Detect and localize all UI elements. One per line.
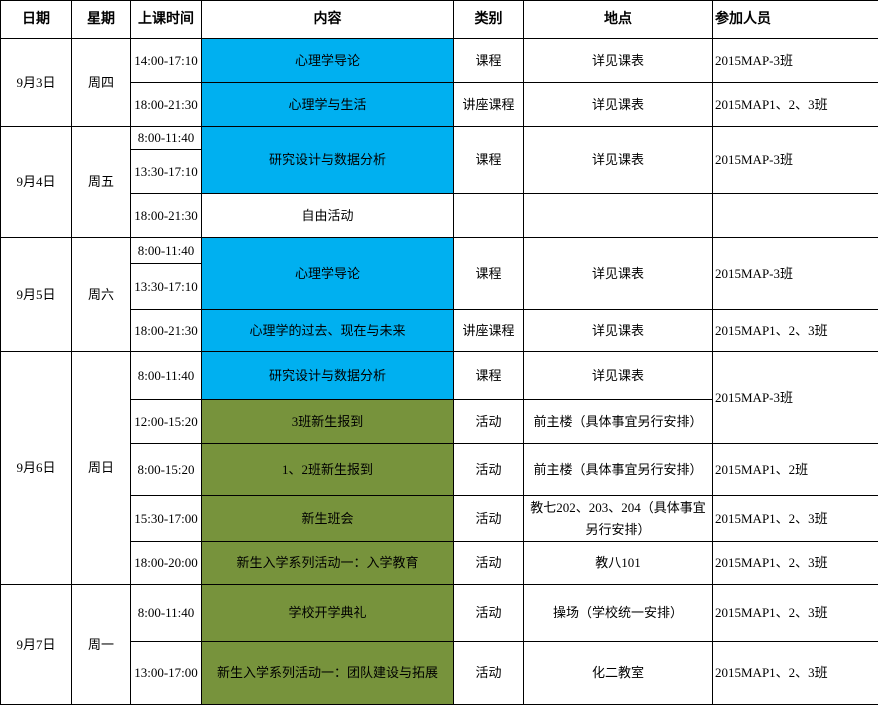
time-cell: 8:00-11:40 [131, 238, 202, 264]
time-cell: 18:00-21:30 [131, 83, 202, 127]
type-cell: 课程 [454, 39, 524, 83]
header-type: 类别 [454, 1, 524, 39]
time-cell: 13:30-17:10 [131, 264, 202, 310]
date-cell: 9月7日 [1, 585, 72, 705]
content-cell: 3班新生报到 [202, 400, 454, 444]
content-cell: 心理学的过去、现在与未来 [202, 310, 454, 352]
content-cell: 心理学导论 [202, 39, 454, 83]
people-cell: 2015MAP-3班 [713, 352, 878, 444]
people-cell: 2015MAP1、2、3班 [713, 83, 878, 127]
weekday-cell: 周日 [72, 352, 131, 585]
time-cell: 13:30-17:10 [131, 150, 202, 194]
date-cell: 9月4日 [1, 127, 72, 238]
weekday-cell: 周一 [72, 585, 131, 705]
people-cell: 2015MAP1、2、3班 [713, 310, 878, 352]
type-cell: 课程 [454, 127, 524, 194]
weekday-cell: 周四 [72, 39, 131, 127]
header-weekday: 星期 [72, 1, 131, 39]
type-cell: 课程 [454, 238, 524, 310]
type-cell: 活动 [454, 542, 524, 585]
time-cell: 8:00-11:40 [131, 352, 202, 400]
place-cell: 教八101 [524, 542, 713, 585]
header-row: 日期 星期 上课时间 内容 类别 地点 参加人员 [1, 1, 878, 39]
place-cell: 前主楼（具体事宜另行安排） [524, 400, 713, 444]
time-cell: 18:00-21:30 [131, 194, 202, 238]
people-cell: 2015MAP-3班 [713, 238, 878, 310]
place-cell [524, 194, 713, 238]
date-cell: 9月3日 [1, 39, 72, 127]
people-cell: 2015MAP-3班 [713, 39, 878, 83]
time-cell: 8:00-11:40 [131, 585, 202, 642]
weekday-cell: 周五 [72, 127, 131, 238]
place-cell: 详见课表 [524, 310, 713, 352]
content-cell: 自由活动 [202, 194, 454, 238]
time-cell: 12:00-15:20 [131, 400, 202, 444]
time-cell: 8:00-11:40 [131, 127, 202, 150]
time-cell: 15:30-17:00 [131, 496, 202, 542]
place-cell: 操场（学校统一安排） [524, 585, 713, 642]
content-cell: 新生班会 [202, 496, 454, 542]
content-cell: 学校开学典礼 [202, 585, 454, 642]
people-cell: 2015MAP1、2班 [713, 444, 878, 496]
place-cell: 化二教室 [524, 642, 713, 705]
people-cell: 2015MAP1、2、3班 [713, 542, 878, 585]
content-cell: 心理学导论 [202, 238, 454, 310]
people-cell: 2015MAP1、2、3班 [713, 496, 878, 542]
content-cell: 1、2班新生报到 [202, 444, 454, 496]
type-cell: 活动 [454, 585, 524, 642]
people-cell [713, 194, 878, 238]
place-cell: 详见课表 [524, 39, 713, 83]
header-content: 内容 [202, 1, 454, 39]
header-place: 地点 [524, 1, 713, 39]
people-cell: 2015MAP1、2、3班 [713, 585, 878, 642]
place-cell: 教七202、203、204（具体事宜另行安排） [524, 496, 713, 542]
type-cell: 活动 [454, 444, 524, 496]
date-cell: 9月5日 [1, 238, 72, 352]
content-cell: 新生入学系列活动一：入学教育 [202, 542, 454, 585]
place-cell: 详见课表 [524, 83, 713, 127]
place-cell: 详见课表 [524, 127, 713, 194]
header-time: 上课时间 [131, 1, 202, 39]
type-cell: 活动 [454, 496, 524, 542]
date-cell: 9月6日 [1, 352, 72, 585]
place-cell: 详见课表 [524, 352, 713, 400]
weekday-cell: 周六 [72, 238, 131, 352]
people-cell: 2015MAP-3班 [713, 127, 878, 194]
time-cell: 18:00-21:30 [131, 310, 202, 352]
people-cell: 2015MAP1、2、3班 [713, 642, 878, 705]
type-cell: 活动 [454, 642, 524, 705]
time-cell: 13:00-17:00 [131, 642, 202, 705]
place-cell: 前主楼（具体事宜另行安排） [524, 444, 713, 496]
type-cell: 课程 [454, 352, 524, 400]
time-cell: 8:00-15:20 [131, 444, 202, 496]
content-cell: 研究设计与数据分析 [202, 127, 454, 194]
content-cell: 研究设计与数据分析 [202, 352, 454, 400]
content-cell: 新生入学系列活动一：团队建设与拓展 [202, 642, 454, 705]
content-cell: 心理学与生活 [202, 83, 454, 127]
place-cell: 详见课表 [524, 238, 713, 310]
type-cell: 讲座课程 [454, 83, 524, 127]
header-people: 参加人员 [713, 1, 878, 39]
time-cell: 14:00-17:10 [131, 39, 202, 83]
type-cell [454, 194, 524, 238]
type-cell: 讲座课程 [454, 310, 524, 352]
header-date: 日期 [1, 1, 72, 39]
time-cell: 18:00-20:00 [131, 542, 202, 585]
type-cell: 活动 [454, 400, 524, 444]
